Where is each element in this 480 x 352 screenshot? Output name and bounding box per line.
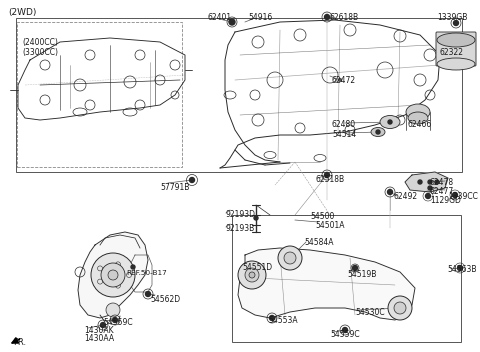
Circle shape bbox=[229, 19, 235, 25]
Circle shape bbox=[91, 253, 135, 297]
Text: FR.: FR. bbox=[13, 338, 26, 347]
Text: 54584A: 54584A bbox=[304, 238, 334, 247]
Ellipse shape bbox=[437, 33, 475, 47]
Text: (2400CC): (2400CC) bbox=[22, 38, 58, 47]
Text: 54563B: 54563B bbox=[447, 265, 477, 274]
Text: 54559C: 54559C bbox=[103, 318, 132, 327]
Circle shape bbox=[249, 272, 255, 278]
Circle shape bbox=[100, 322, 106, 327]
Circle shape bbox=[269, 315, 275, 321]
Text: REF.50-B17: REF.50-B17 bbox=[126, 270, 167, 276]
Circle shape bbox=[278, 246, 302, 270]
Text: 92193B: 92193B bbox=[225, 224, 254, 233]
Text: 1430AK: 1430AK bbox=[84, 326, 114, 335]
Circle shape bbox=[376, 130, 380, 134]
Polygon shape bbox=[238, 248, 415, 320]
Circle shape bbox=[388, 120, 392, 124]
Text: 1339CC: 1339CC bbox=[448, 192, 478, 201]
Text: 62472: 62472 bbox=[332, 76, 356, 85]
Text: 62618B: 62618B bbox=[330, 13, 359, 22]
Text: 1339GB: 1339GB bbox=[437, 13, 468, 22]
Circle shape bbox=[343, 327, 348, 333]
Circle shape bbox=[418, 180, 422, 184]
Bar bbox=[232, 215, 461, 342]
Circle shape bbox=[457, 265, 463, 270]
Circle shape bbox=[394, 302, 406, 314]
Circle shape bbox=[324, 172, 329, 177]
Ellipse shape bbox=[371, 127, 385, 137]
Polygon shape bbox=[78, 232, 148, 318]
Circle shape bbox=[106, 303, 120, 317]
Bar bbox=[16, 18, 462, 172]
Text: 1430AA: 1430AA bbox=[84, 334, 114, 343]
Text: 62401: 62401 bbox=[208, 13, 232, 22]
Text: 1129GD: 1129GD bbox=[430, 196, 461, 205]
Text: 54916: 54916 bbox=[248, 13, 272, 22]
Text: 62478: 62478 bbox=[430, 178, 454, 187]
Text: 54551D: 54551D bbox=[242, 263, 272, 272]
Circle shape bbox=[112, 318, 118, 322]
Text: 54559C: 54559C bbox=[330, 330, 360, 339]
Text: 62477: 62477 bbox=[430, 187, 454, 196]
Text: 54553A: 54553A bbox=[268, 316, 298, 325]
Circle shape bbox=[388, 296, 412, 320]
Bar bbox=[17, 22, 182, 167]
Text: 62466: 62466 bbox=[407, 120, 431, 129]
Ellipse shape bbox=[406, 104, 430, 120]
Circle shape bbox=[108, 270, 118, 280]
Text: 62322: 62322 bbox=[440, 48, 464, 57]
Circle shape bbox=[131, 265, 135, 269]
Text: 57791B: 57791B bbox=[160, 183, 190, 192]
Circle shape bbox=[324, 14, 329, 19]
Circle shape bbox=[454, 20, 458, 25]
Text: 54514: 54514 bbox=[332, 130, 356, 139]
Circle shape bbox=[387, 189, 393, 195]
Circle shape bbox=[453, 193, 457, 197]
Circle shape bbox=[190, 177, 194, 182]
Text: 54562D: 54562D bbox=[150, 295, 180, 304]
Circle shape bbox=[101, 263, 125, 287]
Text: 54500: 54500 bbox=[310, 212, 335, 221]
Text: 54501A: 54501A bbox=[315, 221, 345, 230]
Circle shape bbox=[284, 252, 296, 264]
Circle shape bbox=[338, 78, 341, 82]
Text: 54530C: 54530C bbox=[355, 308, 384, 317]
Text: 62492: 62492 bbox=[393, 192, 417, 201]
Polygon shape bbox=[405, 172, 448, 192]
Circle shape bbox=[435, 180, 439, 184]
Circle shape bbox=[428, 186, 432, 190]
Circle shape bbox=[425, 194, 431, 199]
Text: (3300CC): (3300CC) bbox=[22, 48, 58, 57]
Text: 62518B: 62518B bbox=[315, 175, 344, 184]
Circle shape bbox=[145, 291, 151, 296]
Circle shape bbox=[428, 180, 432, 184]
Circle shape bbox=[238, 261, 266, 289]
Ellipse shape bbox=[437, 58, 475, 70]
FancyBboxPatch shape bbox=[436, 32, 476, 66]
Ellipse shape bbox=[408, 112, 428, 124]
Circle shape bbox=[352, 265, 358, 270]
Text: (2WD): (2WD) bbox=[8, 8, 36, 17]
Circle shape bbox=[245, 268, 259, 282]
Circle shape bbox=[254, 216, 258, 220]
Text: 92193D: 92193D bbox=[225, 210, 255, 219]
Ellipse shape bbox=[380, 115, 400, 128]
Text: 54519B: 54519B bbox=[347, 270, 376, 279]
Text: 62480: 62480 bbox=[332, 120, 356, 129]
